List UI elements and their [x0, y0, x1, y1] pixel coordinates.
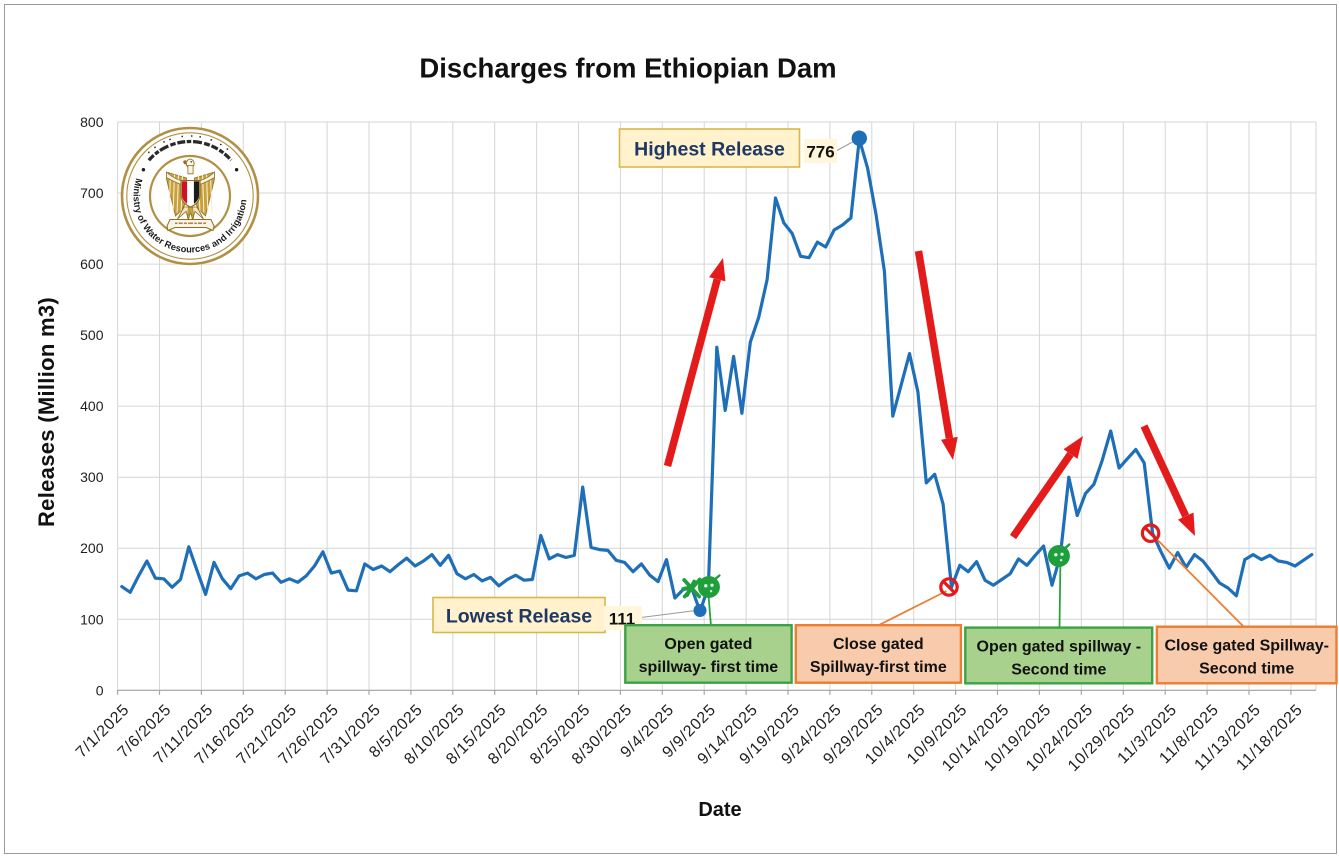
svg-text:Close gated Spillway-: Close gated Spillway-	[1164, 638, 1328, 655]
svg-text:Releases (Million m3): Releases (Million m3)	[34, 297, 59, 527]
svg-text:spillway- first time: spillway- first time	[639, 659, 779, 676]
svg-text:Date: Date	[698, 799, 741, 821]
svg-text:600: 600	[80, 256, 104, 272]
svg-text:Discharges from Ethiopian Dam: Discharges from Ethiopian Dam	[419, 53, 836, 84]
svg-text:500: 500	[80, 327, 104, 343]
svg-text:400: 400	[80, 398, 104, 414]
svg-text:100: 100	[80, 611, 104, 627]
svg-text:200: 200	[80, 540, 104, 556]
svg-text:111: 111	[609, 610, 636, 629]
svg-text:Close gated: Close gated	[833, 636, 924, 653]
svg-text:776: 776	[806, 143, 834, 162]
svg-text:800: 800	[80, 114, 104, 130]
svg-text:Highest Release: Highest Release	[634, 139, 785, 161]
svg-text:Open gated: Open gated	[664, 636, 752, 653]
svg-text:Open gated spillway -: Open gated spillway -	[977, 639, 1141, 656]
svg-text:Spillway-first time: Spillway-first time	[810, 659, 947, 676]
svg-text:Second time: Second time	[1199, 661, 1294, 678]
svg-text:Lowest Release: Lowest Release	[446, 606, 592, 628]
svg-text:Second time: Second time	[1011, 662, 1106, 679]
svg-text:700: 700	[80, 185, 104, 201]
svg-text:0: 0	[96, 682, 104, 698]
svg-text:300: 300	[80, 469, 104, 485]
